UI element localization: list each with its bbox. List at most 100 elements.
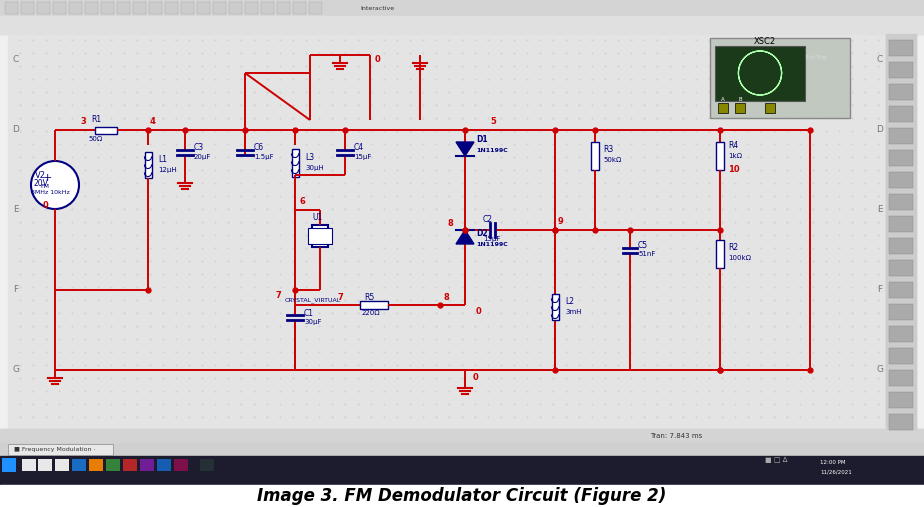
Bar [715, 46, 805, 101]
Text: G: G [877, 366, 883, 375]
Text: R3: R3 [603, 146, 614, 155]
Text: FM: FM [41, 184, 50, 189]
Bar [101, 2, 114, 14]
Bar [889, 282, 913, 298]
Bar [5, 2, 18, 14]
Bar [889, 260, 913, 276]
Bar [8, 34, 886, 429]
Bar [181, 2, 194, 14]
Text: B: B [738, 97, 742, 102]
Text: 20μF: 20μF [194, 154, 212, 160]
Bar [245, 2, 258, 14]
Text: 5: 5 [490, 118, 496, 127]
Text: C6: C6 [254, 143, 264, 153]
Text: 51nF: 51nF [638, 251, 655, 257]
Text: Ext Trig: Ext Trig [806, 55, 826, 60]
Bar [889, 40, 913, 56]
Text: F: F [878, 285, 882, 295]
Text: 8: 8 [447, 220, 453, 229]
Bar [117, 2, 130, 14]
Bar [0, 455, 924, 507]
Bar [72, 459, 86, 471]
Bar [735, 103, 745, 113]
Bar [38, 459, 52, 471]
Text: ■ □ ∆: ■ □ ∆ [765, 457, 787, 463]
Bar [140, 459, 154, 471]
Polygon shape [456, 142, 474, 156]
Bar [53, 2, 66, 14]
Bar [889, 194, 913, 210]
Bar [174, 459, 188, 471]
Bar [85, 2, 98, 14]
Polygon shape [456, 230, 474, 244]
Bar [889, 304, 913, 320]
Bar [133, 2, 146, 14]
Text: U1: U1 [312, 213, 322, 223]
Bar [889, 150, 913, 166]
Bar [0, 443, 924, 456]
Text: +: + [43, 173, 52, 183]
Bar [149, 2, 162, 14]
Text: Image 3. FM Demodulator Circuit (Figure 2): Image 3. FM Demodulator Circuit (Figure … [257, 487, 667, 505]
Text: Interactive: Interactive [360, 7, 395, 12]
Text: ■ Frequency Modulation ·: ■ Frequency Modulation · [14, 447, 95, 452]
Bar [2, 458, 16, 472]
Bar [552, 294, 558, 320]
Bar [710, 38, 850, 118]
Bar [886, 34, 916, 429]
Bar [889, 106, 913, 122]
Bar [309, 2, 322, 14]
Text: 1N1199C: 1N1199C [476, 241, 508, 246]
Text: R2: R2 [728, 243, 738, 252]
Bar [213, 2, 226, 14]
Text: 220Ω: 220Ω [362, 310, 381, 316]
Bar [0, 456, 924, 507]
Text: 50Ω: 50Ω [89, 136, 103, 142]
Text: 3: 3 [80, 118, 86, 127]
Bar [718, 103, 728, 113]
Text: C4: C4 [354, 143, 364, 153]
Bar [95, 127, 117, 133]
Text: R5: R5 [364, 293, 374, 302]
Bar [8, 444, 113, 455]
Bar [889, 238, 913, 254]
Text: R1: R1 [91, 116, 101, 125]
Text: G: G [13, 366, 19, 375]
Text: Tran: 7.843 ms: Tran: 7.843 ms [650, 433, 702, 439]
Bar [591, 142, 599, 170]
Bar [69, 2, 82, 14]
Text: 0: 0 [476, 307, 481, 315]
Text: L1: L1 [158, 156, 167, 164]
Text: 12:00 PM: 12:00 PM [820, 460, 845, 465]
Text: C3: C3 [194, 143, 204, 153]
Bar [360, 301, 388, 309]
Text: 12μH: 12μH [158, 167, 176, 173]
Text: C: C [13, 55, 19, 64]
Bar [157, 459, 171, 471]
Bar [0, 16, 924, 34]
Text: 15μF: 15μF [483, 236, 501, 242]
Text: 15μF: 15μF [354, 154, 371, 160]
Text: 11/26/2021: 11/26/2021 [820, 469, 852, 475]
Bar [0, 485, 924, 507]
Bar [889, 128, 913, 144]
Bar [165, 2, 178, 14]
Text: 30μH: 30μH [305, 165, 323, 171]
Text: D1: D1 [476, 135, 488, 144]
Bar [197, 2, 210, 14]
Bar [886, 34, 916, 429]
Text: E: E [877, 205, 882, 214]
Bar [123, 459, 137, 471]
Text: 3mH: 3mH [565, 309, 581, 315]
Bar [21, 2, 34, 14]
Text: V2: V2 [35, 170, 46, 179]
Bar [889, 392, 913, 408]
Bar [889, 172, 913, 188]
Bar [277, 2, 290, 14]
Text: 0: 0 [473, 374, 479, 382]
Text: 0: 0 [43, 200, 49, 209]
Bar [293, 2, 306, 14]
Text: 7: 7 [275, 291, 281, 300]
Text: L3: L3 [305, 154, 314, 163]
Bar [55, 459, 69, 471]
